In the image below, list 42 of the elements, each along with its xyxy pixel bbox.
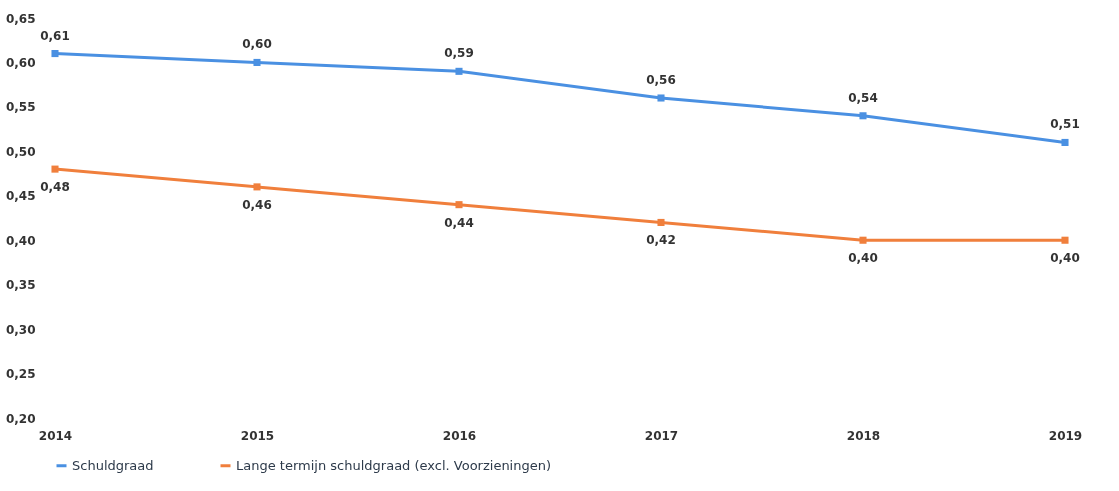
x-tick-label: 2014 [38,428,73,443]
point [859,236,867,244]
data-label: 0,42 [646,233,676,248]
y-tick-label: 0,55 [5,100,36,115]
data-label: 0,60 [242,37,272,52]
y-tick-label: 0,45 [5,189,36,204]
point [657,94,665,102]
x-tick-label: 2016 [442,428,477,443]
point [455,201,463,209]
point [455,67,463,75]
point [859,112,867,120]
y-tick-label: 0,20 [5,411,36,426]
data-label: 0,46 [242,197,272,212]
y-tick-label: 0,60 [5,55,36,70]
point [1061,138,1069,146]
y-tick-label: 0,65 [5,11,36,26]
y-tick-label: 0,35 [5,278,36,293]
data-label: 0,61 [40,28,70,43]
x-tick-label: 2015 [240,428,275,443]
legend-label: Lange termijn schuldgraad (excl. Voorzieningen) [236,457,552,473]
data-label: 0,59 [444,46,474,61]
data-label: 0,40 [1050,251,1080,266]
point [253,58,261,66]
y-tick-label: 0,50 [5,144,36,159]
point [1061,236,1069,244]
x-tick-label: 2019 [1048,428,1083,443]
data-label: 0,48 [40,180,70,195]
y-tick-label: 0,30 [5,322,36,337]
data-label: 0,56 [646,73,676,87]
data-label: 0,54 [848,90,878,105]
point [253,183,261,191]
point [657,218,665,226]
data-label: 0,51 [1050,117,1080,132]
x-tick-label: 2018 [846,428,881,443]
data-label: 0,40 [848,251,878,266]
x-tick-label: 2017 [644,428,679,443]
point [51,165,59,173]
legend-label: Schuldgraad [72,457,154,473]
y-tick-label: 0,25 [5,367,36,382]
y-tick-label: 0,40 [5,233,36,248]
point [51,50,59,58]
data-label: 0,44 [444,215,474,230]
